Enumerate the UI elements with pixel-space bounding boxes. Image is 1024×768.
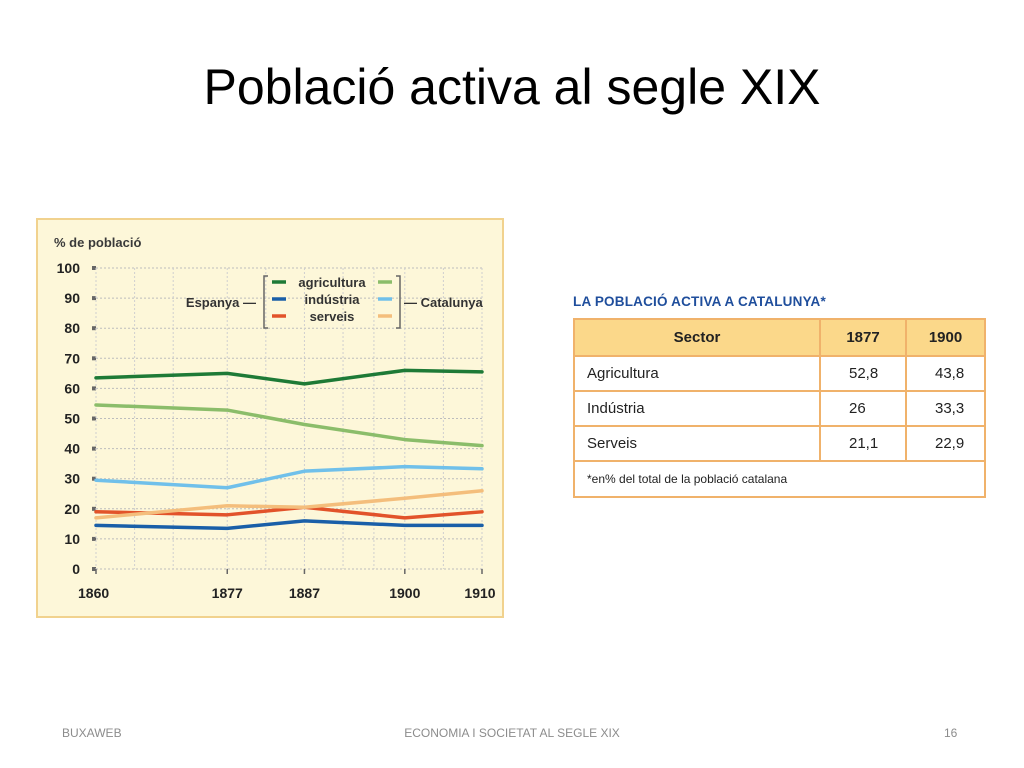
y-tick-label: 20: [64, 501, 80, 517]
y-tick-label: 50: [64, 411, 80, 427]
legend-label: indústria: [305, 292, 361, 307]
header-1877: 1877: [819, 318, 907, 357]
series-line-agricultura-espanya: [94, 368, 484, 386]
y-tick-label: 100: [57, 260, 81, 276]
line-chart-panel: % de població 100 90 80 70 60 50 40 30 20 10 0 1860 1…: [36, 218, 504, 618]
y-tick-label: 60: [64, 380, 80, 396]
x-tick-label: 1860: [78, 585, 109, 601]
y-tick-label: 40: [64, 441, 80, 457]
x-tick-label: 1887: [289, 585, 320, 601]
y-tick-mark: [92, 416, 96, 421]
y-tick-mark: [92, 536, 96, 541]
y-tick-mark: [92, 266, 96, 270]
header-sector: Sector: [573, 318, 821, 357]
sector-cell: Serveis: [573, 425, 821, 462]
y-tick-mark: [92, 386, 96, 391]
table-header-row: Sector 1877 1900: [573, 318, 986, 357]
x-tick-label: 1877: [212, 585, 243, 601]
y-tick-label: 10: [64, 531, 80, 547]
x-tick-label: 1900: [389, 585, 420, 601]
sector-cell: Indústria: [573, 390, 821, 427]
sector-cell: Agricultura: [573, 355, 821, 392]
footer-page-number: 16: [944, 726, 958, 740]
legend-label: serveis: [310, 309, 355, 324]
value-cell: 22,9: [905, 425, 986, 462]
y-tick-label: 30: [64, 471, 80, 487]
value-cell: 21,1: [819, 425, 907, 462]
footer-center: ECONOMIA I SOCIETAT AL SEGLE XIX: [404, 726, 620, 740]
x-tick-label: 1910: [464, 585, 495, 601]
y-tick-label: 80: [64, 320, 80, 336]
table-note-row: *en% del total de la població catalana: [573, 460, 986, 498]
y-tick-mark: [92, 326, 96, 331]
legend-group-label: — Catalunya: [404, 295, 484, 310]
y-tick-mark: [92, 296, 96, 301]
table-note: *en% del total de la població catalana: [573, 460, 986, 498]
legend-bracket-right: [396, 275, 401, 329]
slide-title: Població activa al segle XIX: [203, 59, 821, 115]
series-line-serveis-catalunya: [94, 488, 484, 520]
y-tick-label: 0: [72, 561, 80, 577]
legend-label: agricultura: [298, 275, 366, 290]
table-row: Indústria 26 33,3: [573, 390, 986, 427]
y-axis-label: % de població: [54, 235, 141, 250]
value-cell: 33,3: [905, 390, 986, 427]
value-cell: 43,8: [905, 355, 986, 392]
table-row: Serveis 21,1 22,9: [573, 425, 986, 462]
y-tick-mark: [92, 446, 96, 451]
series-line-indstria-catalunya: [94, 464, 484, 490]
series-line-agricultura-catalunya: [94, 403, 484, 448]
table-title: LA POBLACIÓ ACTIVA A CATALUNYA*: [573, 294, 826, 309]
footer-left: BUXAWEB: [62, 726, 122, 740]
legend-group-label: Espanya —: [186, 295, 256, 310]
y-tick-mark: [92, 476, 96, 481]
header-1900: 1900: [905, 318, 986, 357]
sector-table: Sector 1877 1900 Agricultura 52,8 43,8 I…: [573, 318, 986, 498]
series-line-indstria-espanya: [94, 519, 484, 531]
y-tick-label: 90: [64, 290, 80, 306]
y-tick-mark: [92, 506, 96, 511]
value-cell: 26: [819, 390, 907, 427]
y-tick-mark: [92, 567, 96, 571]
y-tick-label: 70: [64, 350, 80, 366]
y-tick-mark: [92, 356, 96, 361]
legend-bracket-left: [263, 275, 268, 329]
table-row: Agricultura 52,8 43,8: [573, 355, 986, 392]
value-cell: 52,8: [819, 355, 907, 392]
